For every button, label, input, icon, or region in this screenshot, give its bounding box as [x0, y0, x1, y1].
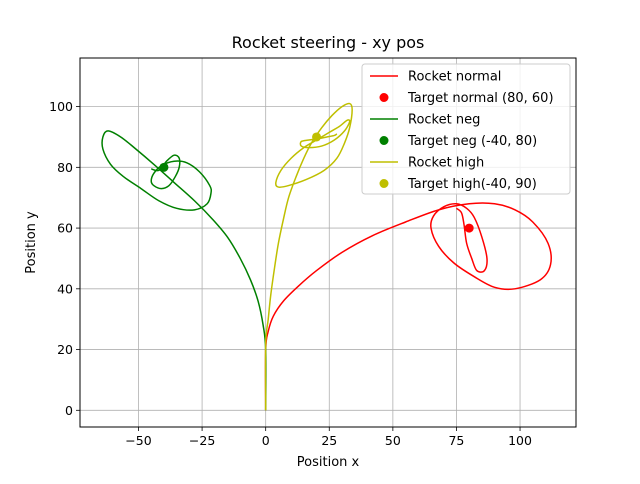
series-line	[101, 130, 267, 411]
axis-ticks: −50 −25 0 25 50 75 100 0 20 40 60 80 100	[49, 99, 532, 448]
x-tick-label: 75	[448, 433, 464, 448]
y-tick-label: 0	[65, 403, 73, 418]
y-tick-label: 40	[57, 281, 73, 296]
x-axis-title: Position x	[297, 455, 360, 470]
target-point	[159, 162, 169, 172]
legend-box	[361, 63, 571, 195]
y-tick-label: 20	[57, 342, 73, 357]
x-tick-label: 100	[508, 433, 532, 448]
legend-entry-label: Target normal (80, 60)	[407, 91, 554, 106]
y-tick-label: 100	[49, 99, 73, 114]
legend-entry-label: Rocket normal	[408, 70, 501, 85]
legend-entry-label: Target neg (-40, 80)	[407, 134, 537, 149]
y-axis-title: Position y	[24, 211, 39, 274]
x-tick-label: 0	[262, 433, 270, 448]
x-tick-label: 25	[321, 433, 337, 448]
grid-lines	[80, 58, 576, 427]
y-tick-label: 60	[57, 221, 73, 236]
x-tick-label: −25	[189, 433, 215, 448]
y-tick-label: 80	[57, 160, 73, 175]
legend-marker-swatch	[379, 136, 389, 145]
x-tick-label: −50	[125, 433, 151, 448]
target-point	[312, 132, 322, 142]
chart-title: Rocket steering - xy pos	[232, 33, 425, 52]
legend-entry-label: Rocket high	[408, 156, 484, 171]
series-line	[264, 102, 353, 411]
target-point	[464, 223, 474, 233]
plot-area-frame	[79, 57, 577, 428]
plot-series	[101, 102, 552, 411]
legend-entry-label: Rocket neg	[408, 113, 480, 128]
x-tick-label: 50	[385, 433, 401, 448]
series-line	[264, 202, 552, 411]
legend-marker-swatch	[379, 93, 389, 102]
legend-marker-swatch	[379, 179, 389, 188]
legend-entry-label: Target high(-40, 90)	[407, 177, 537, 192]
legend: Rocket normal Target normal (80, 60) Rocke…	[361, 63, 571, 195]
